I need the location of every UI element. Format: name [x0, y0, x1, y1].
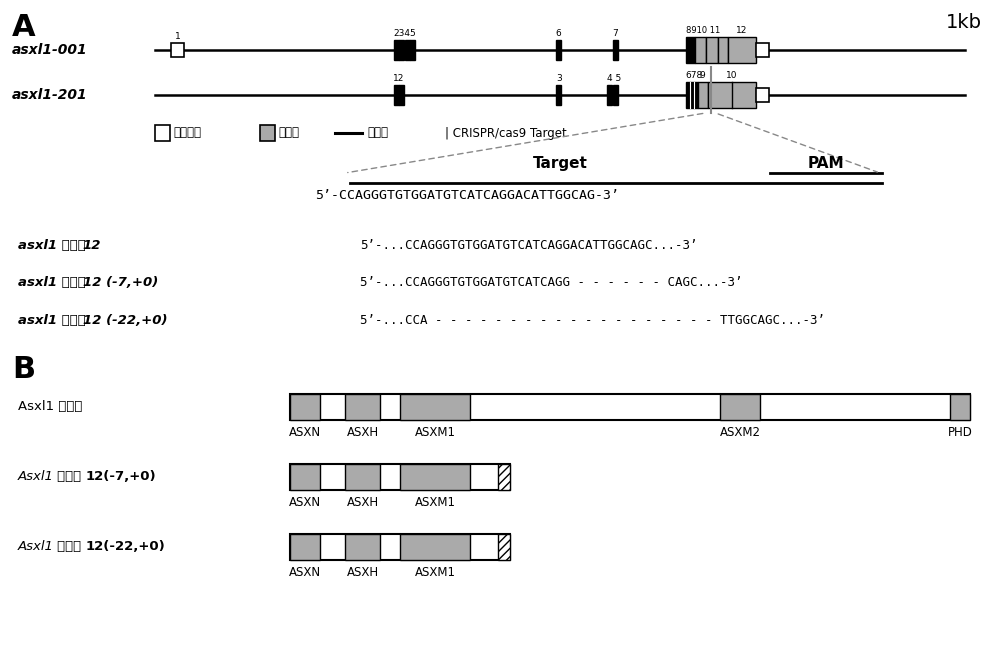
Text: ASXN: ASXN [289, 496, 321, 509]
Bar [950, 394, 970, 420]
Text: 内含子: 内含子 [367, 126, 388, 140]
Text: ASXM1: ASXM1 [414, 496, 455, 509]
Bar [405, 40, 410, 60]
Bar [607, 85, 612, 105]
Text: 外显子: 外显子 [278, 126, 299, 140]
Text: 12: 12 [393, 74, 405, 83]
Bar [290, 534, 510, 560]
Bar [556, 40, 561, 60]
Bar [613, 40, 618, 60]
Bar [556, 85, 561, 105]
Bar [718, 37, 728, 63]
Text: 5’-...CCAGGGTGTGGATGTCATCAGG - - - - - - CAGC...-3’: 5’-...CCAGGGTGTGGATGTCATCAGG - - - - - -… [360, 276, 742, 290]
Text: Asxl1 野生型: Asxl1 野生型 [18, 400, 82, 413]
Bar [756, 43, 769, 57]
Bar [400, 534, 470, 560]
Text: 2345: 2345 [393, 29, 416, 38]
Bar [290, 464, 510, 490]
Text: ASXN: ASXN [289, 426, 321, 439]
Text: PAM: PAM [808, 156, 844, 171]
Bar [345, 534, 380, 560]
Text: Asxl1 外显子: Asxl1 外显子 [18, 540, 82, 553]
Bar [498, 464, 510, 490]
Bar [708, 82, 756, 108]
Text: 5’-...CCAGGGTGTGGATGTCATCAGGACATTGGCAGC...-3’: 5’-...CCAGGGTGTGGATGTCATCAGGACATTGGCAGC.… [360, 238, 698, 252]
Text: 6: 6 [556, 29, 562, 38]
Bar [698, 82, 708, 108]
Text: 12 (-22,+0): 12 (-22,+0) [83, 314, 167, 328]
Bar [290, 394, 320, 420]
Bar [756, 88, 769, 102]
Text: 9: 9 [700, 71, 705, 80]
Bar [155, 126, 170, 141]
Text: asxl1 外显子: asxl1 外显子 [18, 314, 86, 328]
Bar [290, 394, 970, 420]
Bar [345, 464, 380, 490]
Bar [720, 394, 760, 420]
Bar [686, 82, 698, 108]
Text: asxl1 外显子: asxl1 外显子 [18, 238, 86, 252]
Text: ASXM2: ASXM2 [720, 426, 761, 439]
Bar [399, 85, 404, 105]
Text: 12(-7,+0): 12(-7,+0) [86, 470, 156, 483]
Text: asxl1-001: asxl1-001 [12, 43, 88, 57]
Text: 10: 10 [726, 71, 737, 80]
Text: A: A [12, 13, 36, 42]
Text: 678: 678 [686, 71, 703, 80]
Text: 1kb: 1kb [946, 13, 982, 32]
Bar [394, 40, 399, 60]
Bar [728, 37, 756, 63]
Bar [394, 85, 399, 105]
Text: ASXM1: ASXM1 [414, 566, 455, 579]
Text: 5’-...CCA - - - - - - - - - - - - - - - - - - - TTGGCAGC...-3’: 5’-...CCA - - - - - - - - - - - - - - - … [360, 314, 825, 328]
Text: ASXN: ASXN [289, 566, 321, 579]
Text: ASXM1: ASXM1 [414, 426, 455, 439]
Bar [171, 43, 184, 57]
Bar [613, 85, 618, 105]
Bar [290, 464, 320, 490]
Text: ASXH: ASXH [346, 426, 379, 439]
Bar [260, 126, 275, 141]
Text: 12: 12 [736, 26, 747, 35]
Text: B: B [12, 355, 35, 384]
Bar [399, 40, 404, 60]
Bar [498, 534, 510, 560]
Text: PHD: PHD [948, 426, 972, 439]
Text: 12(-22,+0): 12(-22,+0) [86, 540, 165, 553]
Text: 12: 12 [83, 238, 101, 252]
Text: Target: Target [533, 156, 587, 171]
Bar [400, 394, 470, 420]
Bar [695, 37, 706, 63]
Text: asxl1-201: asxl1-201 [12, 88, 88, 102]
Text: 3: 3 [556, 74, 562, 83]
Bar [400, 464, 470, 490]
Text: 非编码区: 非编码区 [173, 126, 201, 140]
Bar [706, 37, 718, 63]
Text: 7: 7 [613, 29, 618, 38]
Text: Asxl1 外显子: Asxl1 外显子 [18, 470, 82, 483]
Bar [345, 394, 380, 420]
Text: asxl1 外显子: asxl1 外显子 [18, 276, 86, 290]
Text: ASXH: ASXH [346, 496, 379, 509]
Bar [410, 40, 415, 60]
Bar [290, 534, 320, 560]
Text: 4 5: 4 5 [607, 74, 621, 83]
Text: 5’-CCAGGGTGTGGATGTCATCAGGACATTGGCAG-3’: 5’-CCAGGGTGTGGATGTCATCAGGACATTGGCAG-3’ [315, 189, 619, 202]
Text: 12 (-7,+0): 12 (-7,+0) [83, 276, 158, 290]
Text: ASXH: ASXH [346, 566, 379, 579]
Text: | CRISPR/cas9 Target: | CRISPR/cas9 Target [445, 126, 567, 140]
Text: 8910 11: 8910 11 [686, 26, 720, 35]
Bar [686, 37, 695, 63]
Text: 1: 1 [175, 32, 181, 41]
